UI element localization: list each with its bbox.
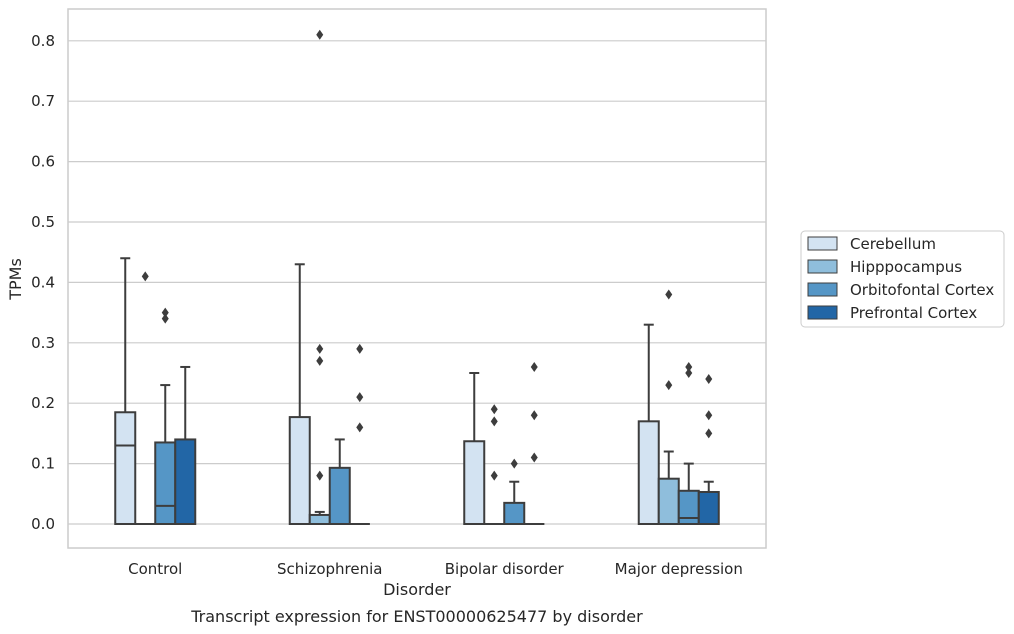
outlier-point <box>510 458 518 469</box>
legend-swatch <box>807 282 838 297</box>
outlier-point <box>530 361 538 372</box>
plot-frame <box>67 8 767 549</box>
legend-label: Prefrontal Cortex <box>850 304 977 322</box>
box-body <box>637 420 660 526</box>
outlier-point <box>665 289 673 300</box>
box-body <box>677 489 700 525</box>
box-body <box>154 441 177 525</box>
box-body <box>288 416 311 526</box>
y-tick-label: 0.6 <box>31 153 55 171</box>
box-body <box>174 438 197 525</box>
y-tick-label: 0.2 <box>31 394 55 412</box>
box-0-3 <box>637 323 660 526</box>
outlier-point <box>705 410 713 421</box>
y-tick-label: 0.5 <box>31 213 55 231</box>
legend-label: Cerebellum <box>850 235 936 253</box>
legend-frame <box>800 230 1005 328</box>
outlier-point <box>316 470 324 481</box>
y-tick-labels: 0.0 0.1 0.2 0.3 0.4 0.5 0.6 0.7 0.8 <box>31 32 55 533</box>
x-tick-labels: Control Schizophrenia Bipolar disorder Majo… <box>128 560 743 578</box>
x-axis-label: Disorder <box>383 580 451 599</box>
outlier-point <box>141 271 149 282</box>
box-body <box>503 501 526 525</box>
y-tick-label: 0.3 <box>31 334 55 352</box>
y-axis-label: TPMs <box>6 258 25 301</box>
outlier-point <box>685 361 693 372</box>
box-3-3 <box>697 374 720 526</box>
outlier-point <box>705 428 713 439</box>
outlier-point <box>161 313 169 324</box>
chart-caption: Transcript expression for ENST0000062547… <box>190 607 643 626</box>
box-body <box>697 490 720 526</box>
y-tick-label: 0.4 <box>31 273 55 291</box>
box-1-2 <box>484 404 505 525</box>
x-tick-label: Control <box>128 560 182 578</box>
box-body <box>114 411 137 526</box>
y-tick-label: 0.7 <box>31 92 55 110</box>
outlier-point <box>316 355 324 366</box>
box-1-0 <box>135 271 156 525</box>
outlier-point <box>356 392 364 403</box>
x-tick-label: Bipolar disorder <box>445 560 565 578</box>
x-tick-label: Major depression <box>615 560 743 578</box>
box-2-0 <box>154 307 177 525</box>
box-0-2 <box>463 372 486 526</box>
outlier-point <box>356 422 364 433</box>
box-3-1 <box>349 343 370 525</box>
box-2-2 <box>503 458 526 525</box>
box-body <box>463 440 486 526</box>
box-2-1 <box>328 438 351 526</box>
box-3-2 <box>524 361 545 525</box>
outlier-point <box>530 452 538 463</box>
outlier-point <box>530 410 538 421</box>
box-body <box>308 513 331 526</box>
legend-swatch <box>807 236 838 251</box>
box-2-3 <box>677 361 700 525</box>
outlier-point <box>490 470 498 481</box>
outlier-point <box>490 416 498 427</box>
legend-label: Orbitofontal Cortex <box>850 281 994 299</box>
x-tick-label: Schizophrenia <box>277 560 382 578</box>
box-0-0 <box>114 257 137 526</box>
legend-swatch <box>807 259 838 274</box>
legend-swatch <box>807 305 838 320</box>
legend-label: Hipppocampus <box>850 258 962 276</box>
outlier-point <box>490 404 498 415</box>
box-0-1 <box>288 263 311 526</box>
outlier-point <box>161 307 169 318</box>
y-tick-label: 0.1 <box>31 455 55 473</box>
y-tick-label: 0.0 <box>31 515 55 533</box>
outlier-point <box>316 343 324 354</box>
box-3-0 <box>174 365 197 525</box>
outlier-point <box>665 380 673 391</box>
outlier-point <box>356 343 364 354</box>
y-tick-label: 0.8 <box>31 32 55 50</box>
boxes-layer <box>114 29 720 526</box>
outlier-point <box>685 368 693 378</box>
outlier-point <box>705 374 713 385</box>
box-body <box>328 466 351 526</box>
legend: Cerebellum Hipppocampus Orbitofontal Corte… <box>800 230 1005 328</box>
outlier-point <box>316 29 324 40</box>
box-body <box>657 477 680 526</box>
